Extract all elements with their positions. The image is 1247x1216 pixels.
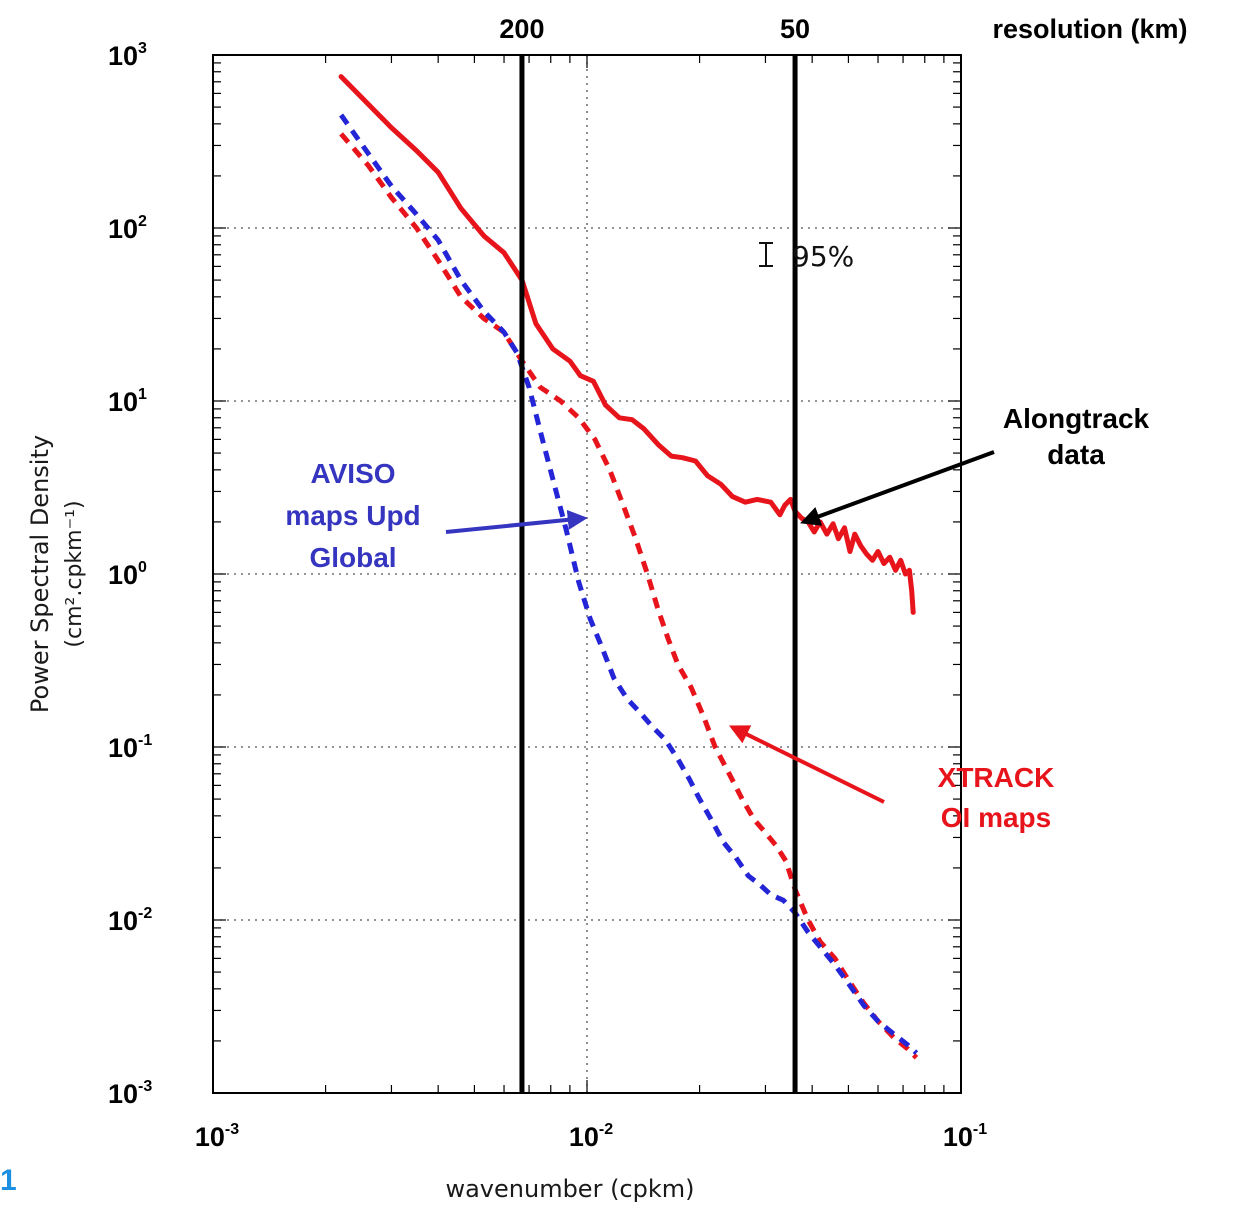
series-layer bbox=[338, 74, 919, 1060]
resolution-lines: 200 50 bbox=[499, 14, 810, 1093]
slide-number: 1 bbox=[0, 1164, 17, 1197]
resolution-axis-label: resolution (km) bbox=[992, 14, 1187, 44]
annotation-label-xtrack: XTRACK bbox=[938, 762, 1055, 793]
x-axis-label: wavenumber (cpkm) bbox=[445, 1175, 694, 1203]
y-tick-label: 10-3 bbox=[108, 1078, 152, 1109]
x-tick-label: 10-1 bbox=[943, 1121, 987, 1152]
y-tick-label: 101 bbox=[108, 386, 147, 417]
annotation-label-aviso: maps Upd bbox=[285, 500, 420, 531]
y-tick-label: 100 bbox=[108, 559, 147, 590]
gridlines bbox=[213, 55, 961, 1093]
plot-frame bbox=[212, 54, 962, 1094]
annotation-arrow-aviso bbox=[445, 509, 588, 534]
series-alongtrack bbox=[338, 74, 916, 615]
resolution-label-50: 50 bbox=[780, 14, 810, 44]
y-tick-label: 103 bbox=[108, 40, 147, 71]
x-tick-label: 10-3 bbox=[195, 1121, 239, 1152]
annotation-label-xtrack: OI maps bbox=[941, 802, 1051, 833]
y-tick-labels: 103 102 101 100 10-1 10-2 10-3 bbox=[108, 40, 152, 1109]
series-xtrack-oi bbox=[339, 132, 919, 1060]
annotation-arrow-alongtrack bbox=[800, 450, 995, 526]
y-axis-unit: (cm².cpkm⁻¹) bbox=[62, 500, 87, 647]
annotation-label-alongtrack: Alongtrack bbox=[1003, 403, 1150, 434]
x-tick-label: 10-2 bbox=[569, 1121, 613, 1152]
annotation-label-alongtrack: data bbox=[1047, 439, 1105, 470]
annotation-label-aviso: AVISO bbox=[310, 458, 395, 489]
y-tick-label: 10-1 bbox=[108, 732, 152, 763]
confidence-interval: 95% bbox=[759, 240, 854, 273]
resolution-label-200: 200 bbox=[499, 14, 544, 44]
minor-ticks bbox=[212, 55, 961, 1094]
confidence-label: 95% bbox=[792, 240, 854, 273]
annotations: Alongtrack data AVISO maps Upd Global XTRACK O… bbox=[285, 403, 1149, 833]
annotation-label-aviso: Global bbox=[309, 542, 396, 573]
annotation-arrow-xtrack bbox=[728, 725, 885, 804]
x-tick-labels: 10-3 10-2 10-1 bbox=[195, 1121, 987, 1152]
y-axis-label: Power Spectral Density bbox=[26, 435, 54, 713]
y-tick-label: 10-2 bbox=[108, 905, 152, 936]
y-tick-label: 102 bbox=[108, 213, 147, 244]
